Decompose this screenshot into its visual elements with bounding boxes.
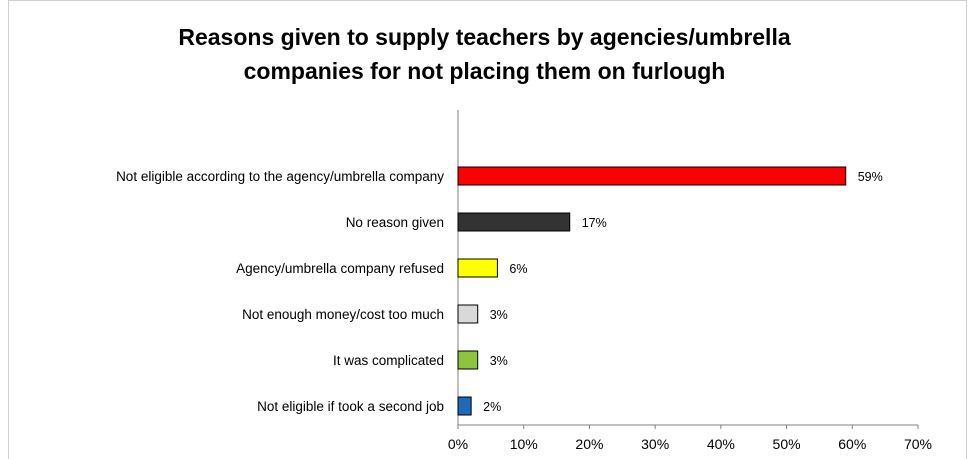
x-tick-label-4: 40% bbox=[707, 436, 735, 452]
chart-title: Reasons given to supply teachers by agen… bbox=[0, 20, 969, 88]
x-tick-label-6: 60% bbox=[838, 436, 866, 452]
value-label-5: 2% bbox=[483, 400, 501, 414]
bars-group bbox=[457, 166, 847, 416]
value-label-2: 6% bbox=[509, 262, 527, 276]
bar-0 bbox=[457, 166, 847, 186]
x-tick-label-1: 10% bbox=[510, 436, 538, 452]
chart-title-line-1: Reasons given to supply teachers by agen… bbox=[178, 24, 791, 50]
category-label-4: It was complicated bbox=[333, 353, 444, 368]
value-label-0: 59% bbox=[858, 170, 883, 184]
x-tick-label-0: 0% bbox=[448, 436, 468, 452]
bar-1 bbox=[457, 212, 571, 232]
category-label-5: Not eligible if took a second job bbox=[257, 399, 444, 414]
x-ticks-group: 0% 10% 20% 30% 40% 50% 60% 70% bbox=[448, 425, 932, 452]
value-labels-group: 59% 17% 6% 3% 3% 2% bbox=[483, 170, 883, 414]
bar-5 bbox=[457, 396, 472, 416]
category-label-1: No reason given bbox=[346, 215, 444, 230]
category-label-0: Not eligible according to the agency/umb… bbox=[116, 169, 444, 184]
category-label-2: Agency/umbrella company refused bbox=[236, 261, 444, 276]
x-tick-label-7: 70% bbox=[904, 436, 932, 452]
x-tick-label-2: 20% bbox=[575, 436, 603, 452]
bar-4 bbox=[457, 350, 479, 370]
value-label-1: 17% bbox=[582, 216, 607, 230]
x-tick-label-3: 30% bbox=[641, 436, 669, 452]
category-label-3: Not enough money/cost too much bbox=[242, 307, 444, 322]
x-tick-label-5: 50% bbox=[773, 436, 801, 452]
bar-2 bbox=[457, 258, 498, 278]
category-labels-group: Not eligible according to the agency/umb… bbox=[116, 169, 444, 414]
value-label-4: 3% bbox=[490, 354, 508, 368]
chart-title-line-2: companies for not placing them on furlou… bbox=[243, 58, 726, 84]
bar-3 bbox=[457, 304, 479, 324]
value-label-3: 3% bbox=[490, 308, 508, 322]
